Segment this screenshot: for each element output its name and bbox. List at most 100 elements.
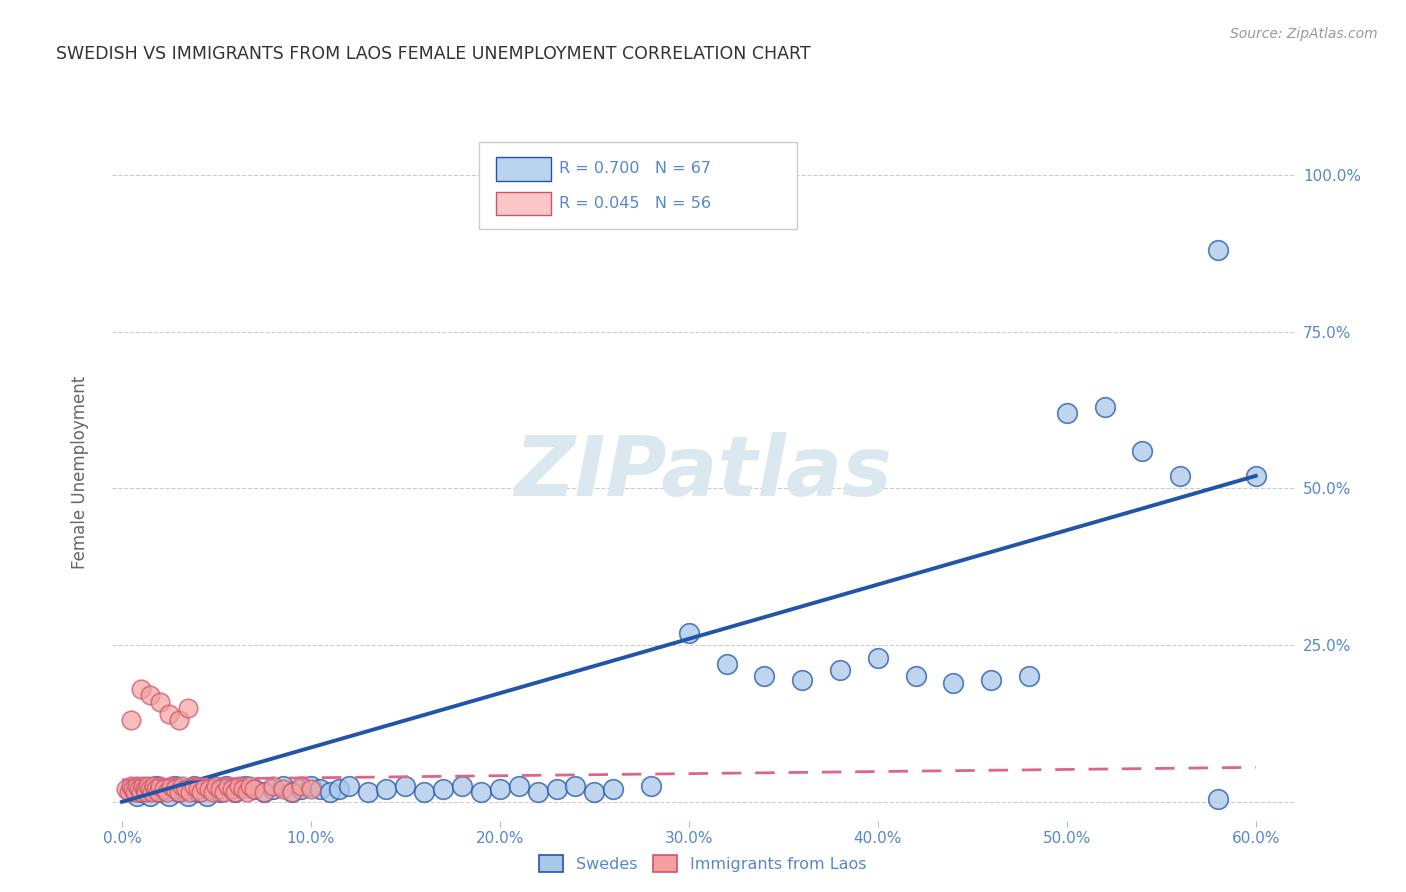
Point xyxy=(149,785,172,799)
Point xyxy=(262,782,284,797)
Point xyxy=(152,782,174,797)
Point xyxy=(145,782,167,797)
Point xyxy=(290,782,312,797)
Point xyxy=(129,681,152,696)
Point xyxy=(167,785,190,799)
Point xyxy=(602,782,624,797)
Point xyxy=(190,785,212,799)
Point xyxy=(135,785,157,799)
Point xyxy=(233,779,256,793)
Point xyxy=(190,782,212,797)
Point xyxy=(167,785,190,799)
Point xyxy=(290,779,312,793)
Point xyxy=(232,782,254,797)
Point xyxy=(546,782,568,797)
Point xyxy=(1206,791,1229,805)
Point xyxy=(156,785,179,799)
FancyBboxPatch shape xyxy=(496,192,551,215)
Point xyxy=(470,785,492,799)
Point xyxy=(583,785,606,799)
Point xyxy=(828,663,851,677)
Point xyxy=(1168,469,1191,483)
Point xyxy=(114,782,136,797)
Point xyxy=(221,782,243,797)
FancyBboxPatch shape xyxy=(496,157,551,180)
Point xyxy=(239,779,262,793)
Point xyxy=(179,785,201,799)
Point xyxy=(195,789,218,803)
Point xyxy=(118,785,141,799)
Point xyxy=(217,779,239,793)
Point xyxy=(215,779,238,793)
Point xyxy=(139,688,162,702)
Point xyxy=(942,675,965,690)
Point xyxy=(271,779,294,793)
Point xyxy=(129,785,152,799)
Point xyxy=(221,782,243,797)
Point xyxy=(124,785,146,799)
Point xyxy=(337,779,360,793)
Point xyxy=(526,785,548,799)
FancyBboxPatch shape xyxy=(478,142,797,229)
Point xyxy=(120,782,142,797)
Point xyxy=(163,779,186,793)
Point xyxy=(432,782,454,797)
Point xyxy=(394,779,416,793)
Point xyxy=(134,782,156,797)
Point xyxy=(375,782,398,797)
Point xyxy=(167,714,190,728)
Point xyxy=(172,779,194,793)
Point xyxy=(174,782,197,797)
Point xyxy=(1244,469,1267,483)
Point xyxy=(125,779,148,793)
Point xyxy=(194,779,217,793)
Point xyxy=(198,782,221,797)
Point xyxy=(128,782,150,797)
Point xyxy=(201,785,224,799)
Text: SWEDISH VS IMMIGRANTS FROM LAOS FEMALE UNEMPLOYMENT CORRELATION CHART: SWEDISH VS IMMIGRANTS FROM LAOS FEMALE U… xyxy=(56,45,811,62)
Point xyxy=(163,782,186,797)
Point xyxy=(149,779,172,793)
Point xyxy=(328,782,350,797)
Text: R = 0.045   N = 56: R = 0.045 N = 56 xyxy=(560,196,711,211)
Point xyxy=(262,779,284,793)
Point xyxy=(205,782,228,797)
Point xyxy=(134,782,156,797)
Text: Source: ZipAtlas.com: Source: ZipAtlas.com xyxy=(1230,27,1378,41)
Point xyxy=(157,789,180,803)
Point xyxy=(489,782,512,797)
Point xyxy=(1206,244,1229,258)
Point xyxy=(183,779,205,793)
Point xyxy=(122,782,145,797)
Point xyxy=(678,625,700,640)
Point xyxy=(235,785,257,799)
Point xyxy=(309,782,332,797)
Point xyxy=(132,779,155,793)
Point xyxy=(120,779,142,793)
Text: R = 0.700   N = 67: R = 0.700 N = 67 xyxy=(560,161,711,177)
Point xyxy=(186,782,208,797)
Point xyxy=(243,782,266,797)
Point xyxy=(754,669,776,683)
Point xyxy=(319,785,342,799)
Point xyxy=(172,782,194,797)
Point xyxy=(139,789,162,803)
Point xyxy=(792,673,814,687)
Point xyxy=(138,779,160,793)
Point xyxy=(146,785,169,799)
Point xyxy=(177,789,200,803)
Point xyxy=(716,657,738,671)
Point xyxy=(149,694,172,708)
Point xyxy=(564,779,586,793)
Point xyxy=(1018,669,1040,683)
Point xyxy=(866,650,889,665)
Point xyxy=(160,779,183,793)
Point xyxy=(224,785,246,799)
Point xyxy=(253,785,276,799)
Point xyxy=(157,707,180,722)
Point xyxy=(183,779,205,793)
Point xyxy=(143,779,166,793)
Point xyxy=(281,785,304,799)
Point xyxy=(904,669,927,683)
Point xyxy=(141,785,163,799)
